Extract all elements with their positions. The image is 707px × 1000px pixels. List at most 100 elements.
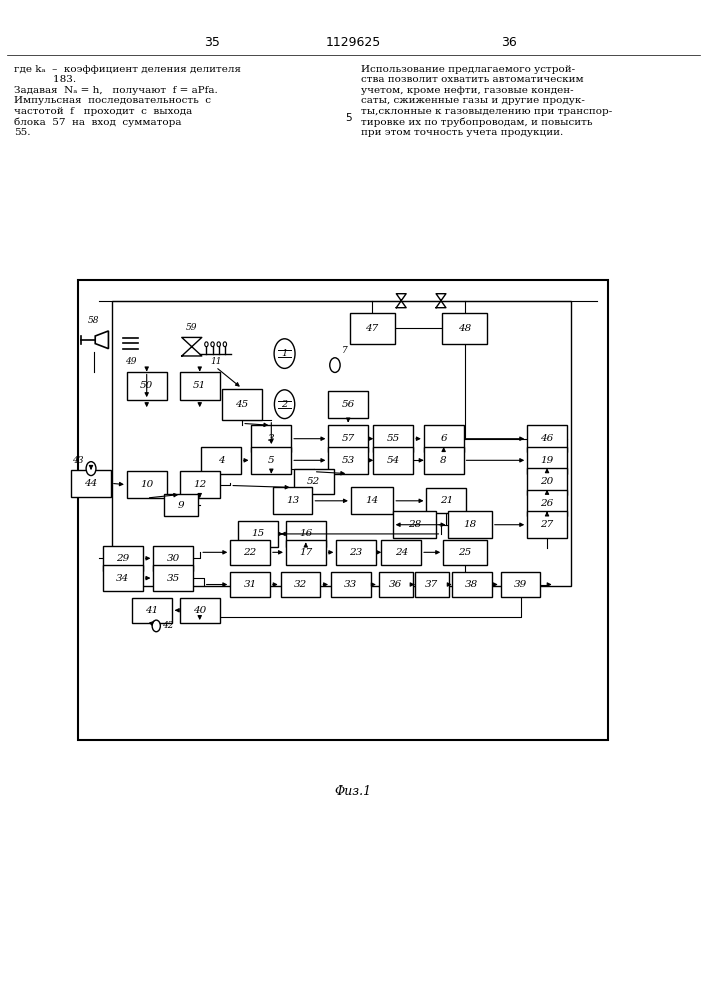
Text: Использование предлагаемого устрой-
ства позволит охватить автоматическим
учетом: Использование предлагаемого устрой- ства… [361,65,612,137]
Text: где kₐ  –  коэффициент деления делителя
            183.
Задавая  Nₐ = h,   полу: где kₐ – коэффициент деления делителя 18… [14,65,241,137]
Text: 20: 20 [540,477,554,486]
Text: 18: 18 [464,520,477,529]
Text: 1129625: 1129625 [326,36,381,49]
Circle shape [152,620,160,632]
Bar [501,572,540,597]
Bar [112,301,571,586]
Bar [527,490,567,516]
Circle shape [211,342,214,347]
Bar [127,372,167,400]
Text: 5: 5 [268,456,274,465]
Text: 47: 47 [366,324,379,333]
Text: 59: 59 [186,323,197,332]
Text: 56: 56 [341,400,355,409]
Bar [127,471,167,498]
Text: 37: 37 [426,580,438,589]
Bar [328,391,368,418]
Text: 11: 11 [210,357,221,366]
Bar [527,447,567,474]
Circle shape [274,390,295,419]
Bar [252,425,291,452]
Bar [423,425,464,452]
Text: 45: 45 [235,400,249,409]
Bar [180,471,220,498]
Text: 2: 2 [281,400,288,409]
Bar [230,540,270,565]
Text: 36: 36 [501,36,517,49]
Bar [132,598,172,623]
Text: 44: 44 [84,479,98,488]
Bar [452,572,491,597]
Bar [328,425,368,452]
Bar [294,469,334,494]
Bar [331,572,370,597]
Text: 38: 38 [465,580,479,589]
Text: 12: 12 [193,480,206,489]
Text: 36: 36 [390,580,402,589]
Bar [393,511,436,538]
Text: 3: 3 [268,434,274,443]
Text: 5: 5 [345,113,351,123]
Bar [328,447,368,474]
Bar [349,313,395,344]
Text: 6: 6 [440,434,447,443]
Text: 28: 28 [408,520,421,529]
Text: 13: 13 [286,496,299,505]
Bar [71,470,111,497]
Text: 51: 51 [193,381,206,390]
Bar [373,447,413,474]
Text: 24: 24 [395,548,408,557]
Text: 49: 49 [125,357,136,366]
Text: 32: 32 [294,580,307,589]
Bar [78,280,608,740]
Bar [180,372,220,400]
Text: 29: 29 [116,554,129,563]
Text: 55: 55 [387,434,400,443]
Text: 43: 43 [73,456,84,465]
Bar [153,546,193,571]
Circle shape [274,339,295,368]
Text: 40: 40 [193,606,206,615]
Text: 46: 46 [540,434,554,443]
Text: 53: 53 [341,456,355,465]
Text: 25: 25 [458,548,472,557]
Circle shape [205,342,208,347]
Bar [201,447,241,474]
Bar [222,389,262,420]
Text: 35: 35 [204,36,220,49]
Text: 7: 7 [341,346,347,355]
Text: 42: 42 [162,621,173,630]
Text: 9: 9 [178,501,185,510]
Bar [286,540,326,565]
Bar [337,540,376,565]
Bar [381,540,421,565]
Bar [415,572,449,597]
Text: 48: 48 [458,324,472,333]
Text: 19: 19 [540,456,554,465]
Text: 39: 39 [514,580,527,589]
Bar [273,487,312,514]
Text: 58: 58 [88,316,100,325]
Bar [443,540,486,565]
Text: 27: 27 [540,520,554,529]
Text: 21: 21 [440,496,453,505]
Text: 41: 41 [146,606,158,615]
Text: 34: 34 [116,574,129,583]
Text: 54: 54 [387,456,400,465]
Bar [527,511,567,538]
Text: 57: 57 [341,434,355,443]
Bar [281,572,320,597]
Text: 1: 1 [281,349,288,358]
Bar [230,572,270,597]
Text: 4: 4 [218,456,224,465]
Text: 15: 15 [252,529,264,538]
Circle shape [329,358,340,372]
Text: 26: 26 [540,499,554,508]
Bar [252,447,291,474]
Bar [103,565,143,591]
Text: 22: 22 [243,548,257,557]
Text: 17: 17 [299,548,312,557]
Bar [238,521,278,547]
Circle shape [217,342,221,347]
Text: 52: 52 [307,477,320,486]
